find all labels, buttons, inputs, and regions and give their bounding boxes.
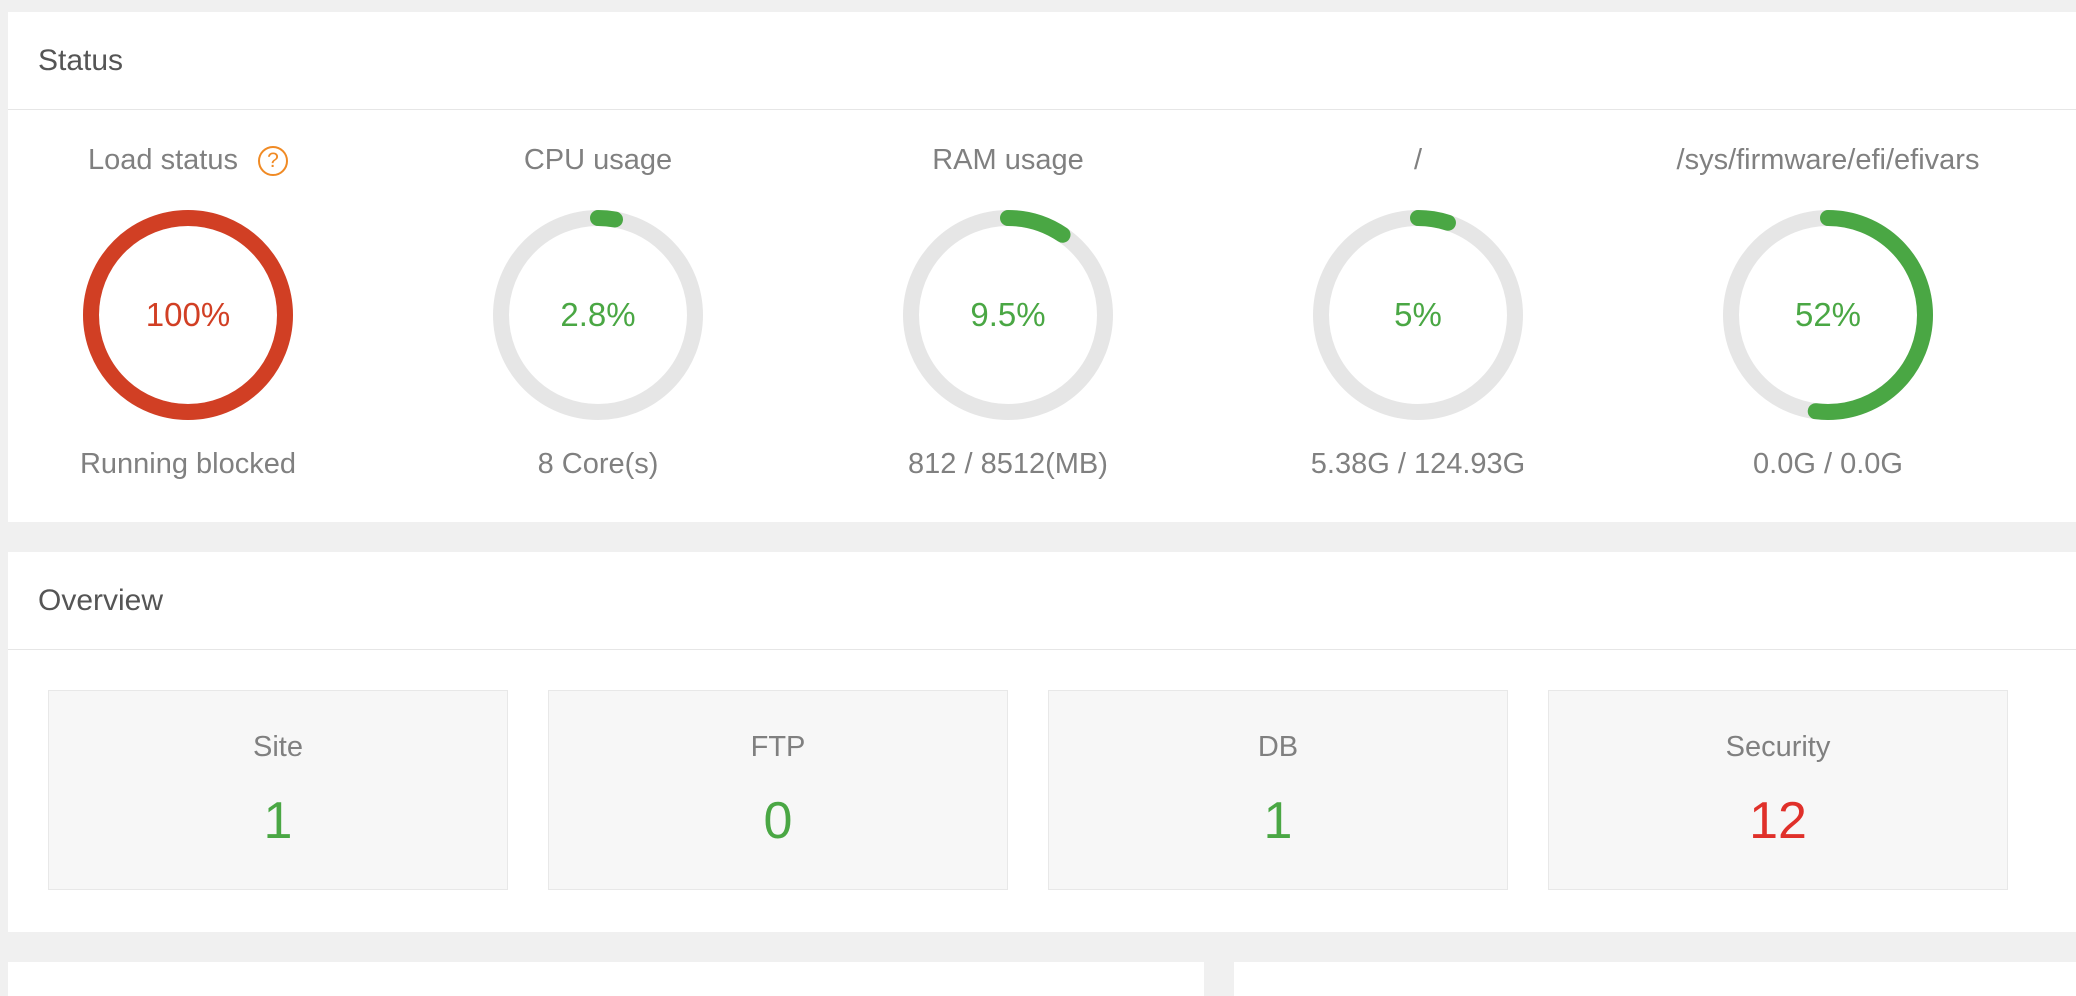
card-label: Site	[253, 731, 303, 763]
overview-panel-title: Overview	[8, 552, 2076, 650]
overview-panel: Overview Site 1 FTP 0 DB 1 Security 12	[8, 552, 2076, 932]
overview-card-db[interactable]: DB 1	[1048, 690, 1508, 890]
card-value[interactable]: 12	[1749, 792, 1807, 850]
gauge-value: 100%	[145, 296, 231, 333]
gauge-title: CPU usage	[523, 144, 673, 176]
gauge-value: 52%	[1794, 296, 1862, 333]
status-panel-title: Status	[8, 12, 2076, 110]
card-label: DB	[1257, 731, 1299, 763]
gauge-title: Load status	[88, 144, 238, 176]
card-value[interactable]: 1	[263, 792, 293, 850]
gauge-arc	[903, 210, 1113, 420]
gauge-caption: 812 / 8512(MB)	[908, 448, 1108, 480]
gauge-ram-usage: RAM usage 9.5% 812 / 8512(MB)	[828, 110, 1188, 522]
gauge-caption: 0.0G / 0.0G	[1753, 448, 1903, 480]
overview-card-site[interactable]: Site 1	[48, 690, 508, 890]
gauge-cpu-usage: CPU usage 2.8% 8 Core(s)	[418, 110, 778, 522]
card-label: FTP	[750, 731, 806, 763]
gauge-disk-root: / 5% 5.38G / 124.93G	[1238, 110, 1598, 522]
gauge-ring-svg	[83, 210, 293, 420]
gauge-ring	[493, 210, 703, 420]
gauge-caption: Running blocked	[79, 448, 297, 480]
gauge-ring	[1313, 210, 1523, 420]
gauge-value: 5%	[1394, 296, 1442, 333]
gauge-arc	[83, 210, 293, 420]
gauge-value: 2.8%	[560, 296, 636, 333]
gauge-ring	[1723, 210, 1933, 420]
gauge-arc	[493, 210, 703, 420]
gauge-title: /sys/firmware/efi/efivars	[1676, 144, 1980, 176]
gauge-ring-svg	[493, 210, 703, 420]
gauge-ring-svg	[903, 210, 1113, 420]
overview-card-ftp[interactable]: FTP 0	[548, 690, 1008, 890]
card-value[interactable]: 0	[763, 792, 793, 850]
gauge-title: RAM usage	[932, 144, 1084, 176]
gauge-ring	[83, 210, 293, 420]
gauge-value: 9.5%	[970, 296, 1046, 333]
gauge-ring-svg	[1313, 210, 1523, 420]
bottom-left-panel	[8, 962, 1204, 996]
card-value[interactable]: 1	[1263, 792, 1293, 850]
overview-card-security[interactable]: Security 12	[1548, 690, 2008, 890]
bottom-right-panel	[1234, 962, 2076, 996]
gauge-ring-svg	[1723, 210, 1933, 420]
gauge-caption: 5.38G / 124.93G	[1310, 448, 1526, 480]
status-panel: Status Load status? 100% Running blocked…	[8, 12, 2076, 522]
question-icon[interactable]: ?	[257, 146, 288, 176]
gauge-load-status: Load status? 100% Running blocked	[8, 110, 368, 522]
gauge-caption: 8 Core(s)	[537, 448, 659, 480]
gauge-title: /	[1413, 144, 1423, 176]
card-label: Security	[1725, 731, 1831, 763]
gauge-ring	[903, 210, 1113, 420]
gauge-arc	[1723, 210, 1933, 420]
gauge-disk-efivars: /sys/firmware/efi/efivars 52% 0.0G / 0.0…	[1648, 110, 2008, 522]
gauge-arc	[1313, 210, 1523, 420]
